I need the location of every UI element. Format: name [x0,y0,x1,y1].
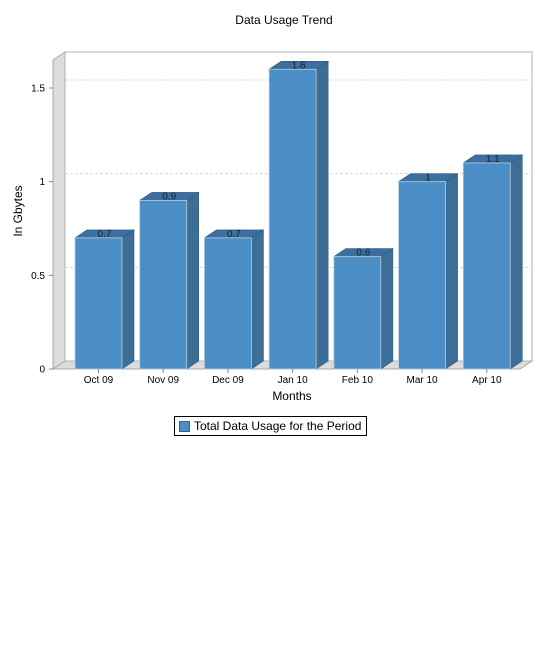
bar-front [398,181,446,370]
x-axis-label: Months [272,389,311,403]
bar-front [462,162,511,370]
bar-value-label: 0.7 [227,229,241,240]
y-axis-ticks: 0 0.5 1 1.5 [31,84,53,376]
bar: 0.9 [138,191,200,370]
bar: 1.1 [462,154,524,370]
y-tick-label: 1.5 [31,84,45,95]
left-wall [52,51,66,370]
bar-side [315,60,329,370]
bar-side [509,154,523,370]
bar: 0.6 [332,248,394,370]
x-tick-label: Feb 10 [342,375,374,386]
x-tick-label: Dec 09 [212,375,244,386]
x-tick-label: Nov 09 [147,375,179,386]
bar-value-label: 1 [425,173,431,184]
bar-value-label: 1.6 [292,60,306,71]
y-tick-label: 1 [39,177,45,188]
bar: 0.7 [74,229,135,370]
x-tick-label: Mar 10 [407,375,439,386]
bar: 1 [397,173,459,370]
bar-side [186,191,200,370]
bars: 0.7 0.9 0.7 1.6 0.6 1 1.1 [74,60,524,370]
bar-side [380,248,394,370]
legend: Total Data Usage for the Period [174,416,368,436]
bar-value-label: 1.1 [486,154,500,165]
bar-side [121,229,135,370]
bar: 1.6 [268,60,330,370]
bar-side [445,173,458,370]
bar-front [74,237,123,370]
bar-side [251,229,264,370]
x-tick-label: Apr 10 [472,375,502,386]
x-tick-label: Oct 09 [84,375,114,386]
legend-swatch [179,420,190,432]
bar-value-label: 0.9 [162,191,176,202]
y-axis-label: In Gbytes [11,185,25,236]
chart-title: Data Usage Trend [235,13,332,27]
x-axis-ticks: Oct 09 Nov 09 Dec 09 Jan 10 Feb 10 Mar 10 Apr … [84,369,502,386]
x-tick-label: Jan 10 [278,375,308,386]
bar-front [333,256,382,370]
bar-value-label: 0.7 [98,229,112,240]
bar-front [204,237,252,370]
bar: 0.7 [203,229,265,370]
legend-label: Total Data Usage for the Period [194,419,362,433]
y-tick-label: 0.5 [31,271,45,282]
bar-front [268,68,317,370]
bar-front [139,199,188,370]
bar-value-label: 0.6 [356,248,370,259]
y-tick-label: 0 [39,365,45,376]
